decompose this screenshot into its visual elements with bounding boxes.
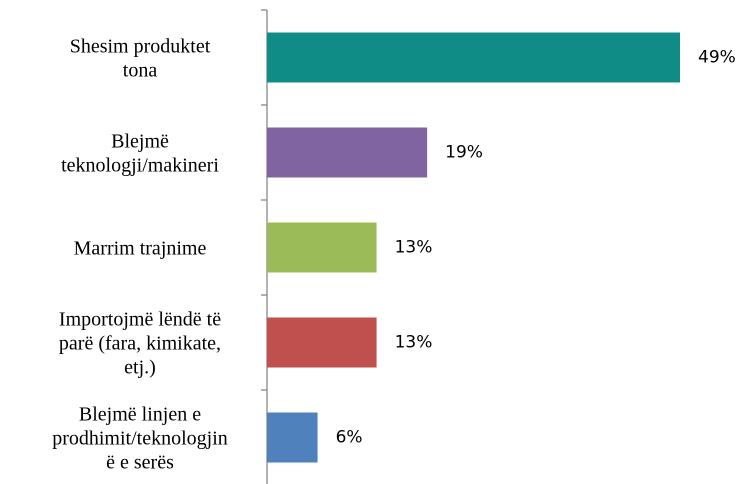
value-label: 13%	[395, 238, 433, 258]
category-label: Blejmë linjen e prodhimit/teknologjin ë e …	[52, 404, 228, 474]
bar	[267, 412, 318, 463]
value-label: 49%	[698, 48, 736, 68]
bar	[267, 32, 680, 83]
bar	[267, 317, 377, 368]
bar	[267, 222, 377, 273]
category-label: Marrim trajnime	[74, 238, 207, 260]
value-label: 6%	[336, 428, 363, 448]
value-label: 19%	[445, 143, 483, 163]
bar	[267, 127, 428, 178]
category-label: Shesim produktet tona	[70, 36, 211, 82]
category-label: Importojmë lëndë të parë (fara, kimikate,…	[59, 309, 221, 379]
value-label: 13%	[395, 333, 433, 353]
category-label: Blejmë teknologji/makineri	[61, 131, 219, 177]
